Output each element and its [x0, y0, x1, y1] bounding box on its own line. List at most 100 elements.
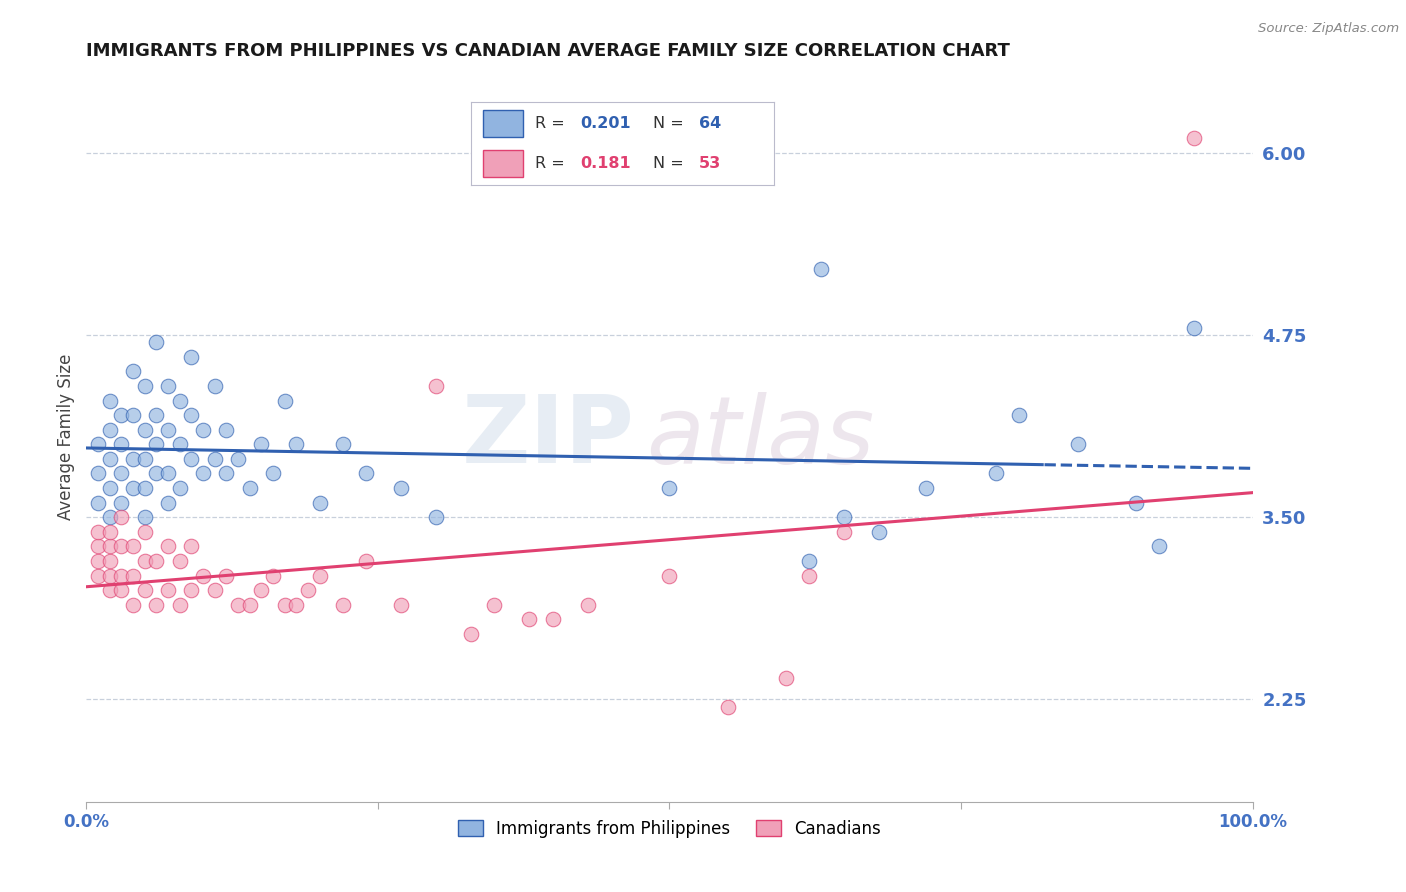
Point — [868, 524, 890, 539]
Point — [308, 495, 330, 509]
Point — [110, 510, 132, 524]
Point — [156, 467, 179, 481]
Point — [87, 568, 110, 582]
Point — [262, 568, 284, 582]
Point — [576, 598, 599, 612]
Point — [134, 554, 156, 568]
Point — [775, 671, 797, 685]
Point — [169, 554, 191, 568]
Point — [87, 467, 110, 481]
Point — [191, 467, 214, 481]
Point — [156, 423, 179, 437]
Point — [273, 393, 295, 408]
Point — [658, 481, 681, 495]
Point — [156, 583, 179, 598]
Point — [156, 540, 179, 554]
Point — [204, 583, 226, 598]
Legend: Immigrants from Philippines, Canadians: Immigrants from Philippines, Canadians — [451, 813, 887, 845]
Point — [484, 598, 506, 612]
Point — [98, 393, 121, 408]
Point — [215, 423, 238, 437]
Point — [799, 568, 821, 582]
Y-axis label: Average Family Size: Average Family Size — [58, 354, 75, 520]
Point — [110, 540, 132, 554]
Point — [460, 627, 482, 641]
Point — [98, 451, 121, 466]
Point — [87, 437, 110, 451]
Point — [262, 467, 284, 481]
Point — [180, 350, 202, 364]
Point — [273, 598, 295, 612]
Text: Source: ZipAtlas.com: Source: ZipAtlas.com — [1258, 22, 1399, 36]
Point — [87, 495, 110, 509]
Point — [156, 495, 179, 509]
Point — [169, 481, 191, 495]
Point — [98, 583, 121, 598]
Point — [122, 451, 145, 466]
Point — [204, 379, 226, 393]
Point — [145, 437, 167, 451]
Point — [122, 481, 145, 495]
Point — [98, 481, 121, 495]
Point — [122, 408, 145, 422]
Point — [134, 423, 156, 437]
Text: IMMIGRANTS FROM PHILIPPINES VS CANADIAN AVERAGE FAMILY SIZE CORRELATION CHART: IMMIGRANTS FROM PHILIPPINES VS CANADIAN … — [86, 42, 1010, 60]
Point — [98, 540, 121, 554]
Point — [834, 524, 856, 539]
Point — [1147, 540, 1170, 554]
Point — [285, 437, 308, 451]
Point — [134, 583, 156, 598]
Point — [134, 510, 156, 524]
Point — [834, 510, 856, 524]
Point — [226, 451, 249, 466]
Point — [180, 540, 202, 554]
Point — [98, 510, 121, 524]
Point — [180, 408, 202, 422]
Point — [98, 554, 121, 568]
Point — [98, 423, 121, 437]
Point — [180, 451, 202, 466]
Point — [389, 481, 412, 495]
Point — [250, 583, 273, 598]
Point — [541, 612, 564, 626]
Point — [122, 598, 145, 612]
Point — [308, 568, 330, 582]
Point — [110, 568, 132, 582]
Point — [134, 481, 156, 495]
Point — [156, 379, 179, 393]
Point — [145, 554, 167, 568]
Point — [250, 437, 273, 451]
Point — [389, 598, 412, 612]
Point — [134, 451, 156, 466]
Point — [169, 393, 191, 408]
Point — [332, 437, 354, 451]
Point — [425, 379, 447, 393]
Point — [297, 583, 319, 598]
Point — [122, 568, 145, 582]
Point — [425, 510, 447, 524]
Point — [134, 524, 156, 539]
Point — [915, 481, 938, 495]
Text: atlas: atlas — [647, 392, 875, 483]
Point — [226, 598, 249, 612]
Point — [145, 598, 167, 612]
Point — [1182, 320, 1205, 334]
Point — [110, 437, 132, 451]
Point — [180, 583, 202, 598]
Point — [285, 598, 308, 612]
Point — [145, 335, 167, 350]
Point — [87, 554, 110, 568]
Point — [110, 408, 132, 422]
Point — [122, 540, 145, 554]
Point — [799, 554, 821, 568]
Point — [810, 262, 832, 277]
Point — [204, 451, 226, 466]
Point — [215, 568, 238, 582]
Point — [1125, 495, 1147, 509]
Point — [1066, 437, 1088, 451]
Text: ZIP: ZIP — [461, 391, 634, 483]
Point — [239, 481, 262, 495]
Point — [110, 583, 132, 598]
Point — [354, 554, 377, 568]
Point — [87, 540, 110, 554]
